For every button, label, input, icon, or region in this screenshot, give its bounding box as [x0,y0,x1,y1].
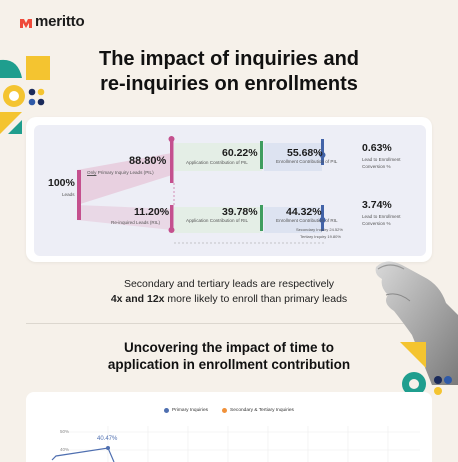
leads-percentage: 100% [48,177,75,189]
app-ril-label: Application Contribution of RIL [186,218,249,223]
primary-point-label: 40.47% [97,436,118,442]
page-title: The impact of inquiries and re-inquiries… [98,48,360,95]
conv-pil-percentage: 0.63% [362,142,392,154]
enr-pil-label: Enrollment Contribution of PIL [276,159,338,164]
conv-pil-label: Lead to Enrollment Conversion % [362,157,401,169]
primary-series-point [106,446,110,450]
y-tick-40: 40% [60,447,69,452]
decorative-shapes-left [0,56,50,134]
brand-name: meritto [35,13,85,30]
primary-label: Only Primary Inquiry Leads (PIL) [87,170,154,175]
legend-dot-icon [222,408,228,413]
leads-label: Leads [62,192,75,197]
chart-legend: Primary Inquiries Secondary & Tertiary I… [0,408,458,413]
conv-ril-percentage: 3.74% [362,199,392,211]
brand-logo: meritto [20,13,85,30]
tertiary-inquiry-label: Tertiary Inquiry 19.80% [300,234,341,239]
conv-ril-label: Lead to Enrollment Conversion % [362,214,401,226]
primary-series-line [51,447,115,462]
enr-pil-percentage: 55.68% [287,147,323,159]
legend-dot-icon [164,408,170,413]
hand-illustration [375,261,458,385]
decorative-shapes-right [400,342,452,396]
meritto-logo-icon [20,16,32,28]
y-tick-50: 50% [60,429,69,434]
section-divider [26,323,432,324]
section2-title: Uncovering the impact of time to applica… [107,340,351,372]
reinquired-label: Re-inquired Leads (RIL) [111,220,161,225]
enr-ril-label: Enrollment Contribution of RIL [276,218,338,223]
secondary-inquiry-label: Secondary Inquiry 24.52% [296,227,343,232]
app-pil-percentage: 60.22% [222,147,258,159]
insight-caption: Secondary and tertiary leads are respect… [110,278,348,305]
line-chart: 50% 40% 40.47% [51,426,420,462]
enr-ril-percentage: 44.32% [286,206,322,218]
legend-item-primary: Primary Inquiries [164,408,208,413]
primary-percentage: 88.80% [129,155,167,167]
legend-item-secondary: Secondary & Tertiary Inquiries [222,408,294,413]
reinquired-percentage: 11.20% [134,206,170,218]
app-ril-percentage: 39.78% [222,206,258,218]
flow-diagram-graphics [77,136,326,244]
app-pil-label: Application Contribution of PIL [186,160,248,165]
